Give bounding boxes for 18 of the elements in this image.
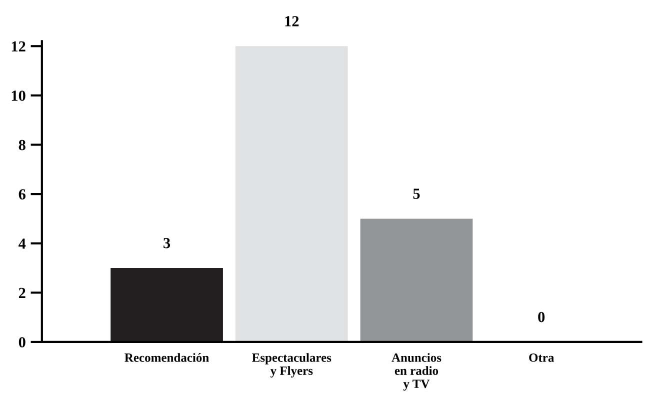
y-tick-label: 4 (18, 238, 26, 249)
x-tick-label: Anuncios en radio y TV (392, 353, 442, 391)
bar (110, 268, 223, 342)
y-tick-label: 10 (12, 90, 26, 101)
y-tick-label: 8 (18, 140, 26, 150)
data-label: 5 (413, 188, 420, 199)
y-tick-label: 6 (18, 189, 26, 200)
y-tick-label: 0 (18, 337, 26, 348)
x-tick-label: Recomendación (124, 353, 209, 362)
bar (360, 218, 473, 342)
data-label: 3 (164, 238, 170, 248)
data-label: 0 (538, 312, 545, 322)
y-tick-label: 12 (12, 41, 26, 52)
bar (235, 46, 348, 342)
x-tick-label: Otra (529, 353, 554, 362)
y-tick-label: 2 (18, 288, 26, 298)
x-tick-label: Espectaculares y Flyers (252, 353, 332, 378)
data-label: 12 (285, 16, 299, 26)
